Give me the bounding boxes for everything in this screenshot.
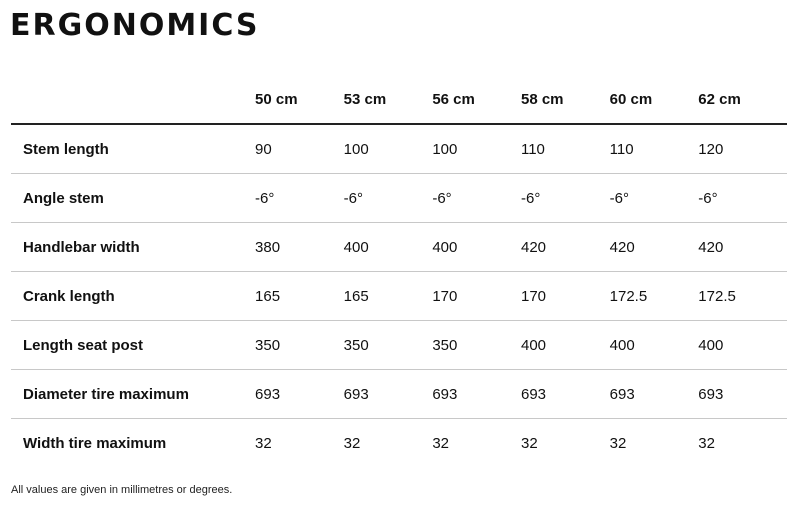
units-footnote: All values are given in millimetres or d… xyxy=(11,484,233,496)
table-cell: -6° xyxy=(432,173,521,223)
table-cell: 693 xyxy=(255,369,344,419)
table-cell: 350 xyxy=(432,320,521,370)
table-cell: 32 xyxy=(520,434,538,452)
table-cell: 693 xyxy=(698,369,787,419)
table-row: Width tire maximum 32 32 32 32 32 32 xyxy=(11,419,787,468)
table-cell: 400 xyxy=(698,320,787,370)
table-cell: 165 xyxy=(255,271,344,321)
table-cell: 350 xyxy=(343,320,433,370)
size-header: 58 cm xyxy=(520,75,610,125)
table-cell: 380 xyxy=(255,222,344,272)
table-cell: 90 xyxy=(255,124,344,174)
label-column-header xyxy=(11,75,256,125)
table-row: Angle stem -6° -6° -6° -6° -6° -6° xyxy=(11,173,787,223)
table-cell: 420 xyxy=(520,222,610,272)
table-cell: 32 xyxy=(609,434,627,452)
table-cell: 400 xyxy=(609,320,699,370)
table-cell: 400 xyxy=(343,222,433,272)
table-row: Diameter tire maximum 693 693 693 693 69… xyxy=(11,369,787,419)
table-cell: 693 xyxy=(343,369,433,419)
table-row: Crank length 165 165 170 170 172.5 172.5 xyxy=(11,271,787,321)
table-cell: 170 xyxy=(432,271,521,321)
row-label: Handlebar width xyxy=(11,222,256,272)
table-row: Handlebar width 380 400 400 420 420 420 xyxy=(11,222,787,272)
table-cell: 420 xyxy=(698,222,787,272)
table-cell: 120 xyxy=(698,124,787,174)
table-cell: 400 xyxy=(520,320,610,370)
size-header: 56 cm xyxy=(432,75,521,125)
size-header: 50 cm xyxy=(255,75,344,125)
table-cell: 32 xyxy=(343,434,361,452)
table-cell: 32 xyxy=(698,434,715,452)
table-cell: -6° xyxy=(255,173,344,223)
page-title: ERGONOMICS xyxy=(10,8,260,43)
table-cell: 172.5 xyxy=(698,271,787,321)
size-header-row: 50 cm 53 cm 56 cm 58 cm 60 cm 62 cm xyxy=(11,75,787,125)
row-label: Crank length xyxy=(11,271,256,321)
table-cell: -6° xyxy=(520,173,610,223)
table-cell: 693 xyxy=(609,369,699,419)
table-cell: -6° xyxy=(698,173,787,223)
table-row: Length seat post 350 350 350 400 400 400 xyxy=(11,320,787,370)
row-label: Width tire maximum xyxy=(23,434,167,452)
row-label: Angle stem xyxy=(11,173,256,223)
row-label: Length seat post xyxy=(11,320,256,370)
table-cell: -6° xyxy=(609,173,699,223)
row-label: Stem length xyxy=(11,124,256,174)
table-cell: 400 xyxy=(432,222,521,272)
table-cell: 172.5 xyxy=(609,271,699,321)
table-cell: -6° xyxy=(343,173,433,223)
size-header: 62 cm xyxy=(698,75,787,125)
table-cell: 100 xyxy=(432,124,521,174)
ergonomics-table: 50 cm 53 cm 56 cm 58 cm 60 cm 62 cm Stem… xyxy=(11,75,787,467)
size-header: 60 cm xyxy=(609,75,699,125)
table-cell: 32 xyxy=(432,434,450,452)
table-cell: 350 xyxy=(255,320,344,370)
table-cell: 420 xyxy=(609,222,699,272)
table-cell: 170 xyxy=(520,271,610,321)
table-cell: 32 xyxy=(255,434,272,452)
table-cell: 693 xyxy=(520,369,610,419)
table-cell: 693 xyxy=(432,369,521,419)
table-cell: 110 xyxy=(609,124,699,174)
row-label: Diameter tire maximum xyxy=(11,369,256,419)
table-cell: 100 xyxy=(343,124,433,174)
table-cell: 110 xyxy=(520,124,610,174)
size-header: 53 cm xyxy=(343,75,433,125)
table-cell: 165 xyxy=(343,271,433,321)
table-row: Stem length 90 100 100 110 110 120 xyxy=(11,124,787,174)
